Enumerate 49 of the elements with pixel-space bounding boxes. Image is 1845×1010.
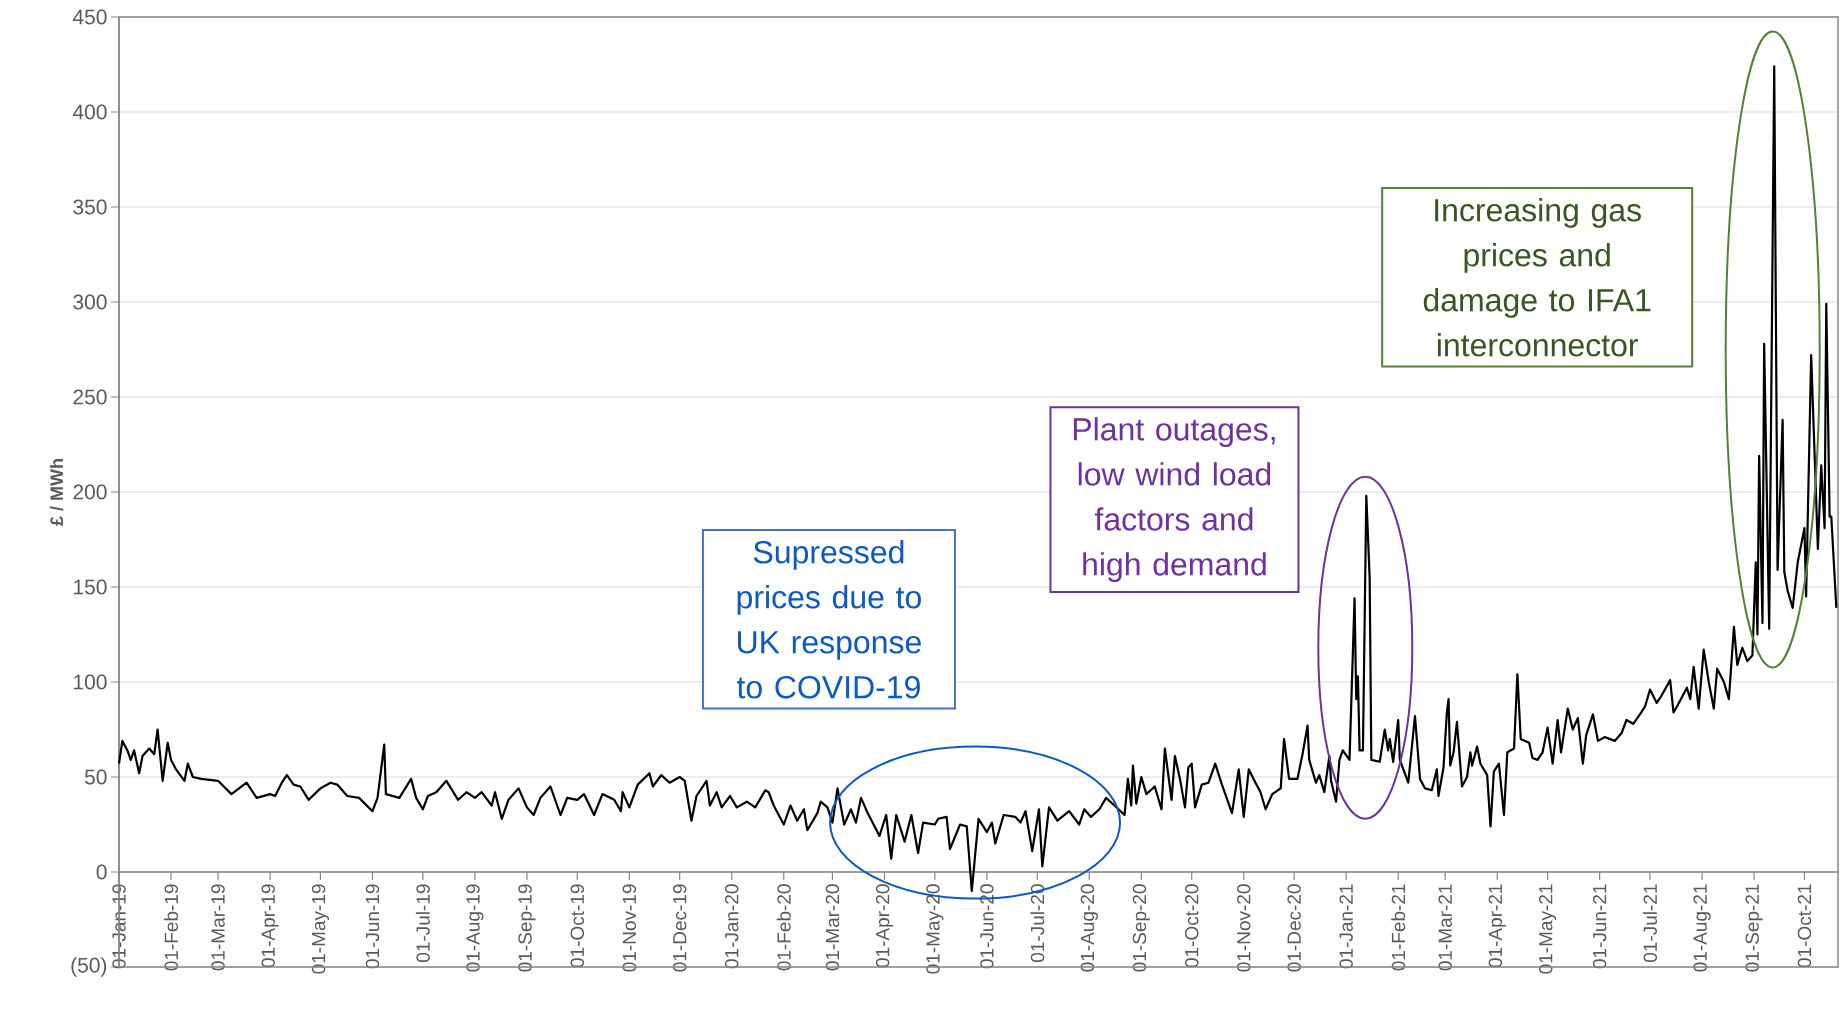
x-tick-label: 01-May-21 bbox=[1538, 884, 1557, 974]
x-tick-label: 01-Jun-20 bbox=[980, 884, 994, 969]
x-tick-label: 01-Jul-21 bbox=[1643, 884, 1657, 963]
x-tick-label: 01-Oct-19 bbox=[570, 884, 585, 968]
x-tick-label: 01-Sep-20 bbox=[1132, 884, 1150, 972]
y-tick-label: 400 bbox=[72, 104, 107, 120]
y-axis-title: £ / MWh bbox=[49, 459, 64, 526]
x-tick-label: 01-Aug-20 bbox=[1080, 884, 1098, 972]
x-tick-label: 01-Aug-19 bbox=[466, 884, 484, 972]
y-tick-label: 450 bbox=[72, 9, 107, 25]
x-tick-label: 01-Mar-19 bbox=[211, 884, 225, 971]
annotation: Supressed prices due to UK response to COVID-19 bbox=[736, 540, 921, 699]
y-tick-label: (50) bbox=[71, 957, 107, 977]
x-tick-label: 01-Feb-19 bbox=[164, 884, 179, 971]
y-tick-label: 350 bbox=[73, 199, 107, 215]
x-tick-label: 01-Aug-21 bbox=[1693, 884, 1711, 972]
y-tick-label: 0 bbox=[96, 864, 107, 880]
x-tick-label: 01-Sep-21 bbox=[1745, 884, 1763, 972]
x-tick-label: 01-Apr-21 bbox=[1488, 884, 1506, 968]
x-tick-label: 01-Dec-19 bbox=[672, 884, 687, 972]
x-tick-label: 01-Jan-19 bbox=[112, 884, 126, 969]
annotation: Plant outages, low wind load factors and high demand bbox=[1073, 417, 1275, 582]
x-tick-label: 01-Sep-19 bbox=[518, 884, 536, 972]
x-tick-label: 01-May-19 bbox=[311, 884, 330, 974]
x-tick-label: 01-May-20 bbox=[926, 884, 944, 974]
y-tick-label: 250 bbox=[73, 389, 107, 405]
x-tick-label: 01-Mar-21 bbox=[1438, 884, 1452, 971]
x-tick-label: 01-Apr-20 bbox=[875, 884, 894, 968]
x-tick-label: 01-Nov-20 bbox=[1237, 884, 1251, 972]
x-tick-label: 01-Jan-20 bbox=[725, 884, 739, 969]
x-tick-label: 01-Apr-19 bbox=[261, 884, 279, 968]
y-tick-label: 150 bbox=[74, 579, 107, 595]
x-tick-label: 01-Feb-21 bbox=[1391, 884, 1406, 971]
x-tick-label: 01-Jun-19 bbox=[365, 884, 380, 969]
x-tick-label: 01-Jun-21 bbox=[1592, 884, 1607, 969]
y-tick-label: 200 bbox=[73, 484, 107, 500]
y-tick-label: 300 bbox=[73, 294, 107, 310]
x-tick-label: 01-Jul-19 bbox=[415, 884, 430, 963]
x-tick-label: 01-Dec-20 bbox=[1287, 884, 1301, 972]
x-tick-label: 01-Nov-19 bbox=[622, 884, 637, 972]
x-tick-label: 01-Oct-21 bbox=[1797, 884, 1812, 968]
x-tick-label: 01-Feb-20 bbox=[776, 884, 791, 971]
y-tick-label: 50 bbox=[84, 769, 107, 785]
x-tick-label: 01-Jan-21 bbox=[1339, 884, 1353, 969]
y-tick-label: 100 bbox=[74, 674, 107, 690]
annotation: Increasing gas prices and damage to IFA1 interconnector bbox=[1423, 198, 1651, 357]
x-tick-label: 01-Oct-20 bbox=[1184, 884, 1199, 968]
x-tick-label: 01-Jul-20 bbox=[1030, 884, 1045, 963]
x-tick-label: 01-Mar-20 bbox=[825, 884, 840, 971]
